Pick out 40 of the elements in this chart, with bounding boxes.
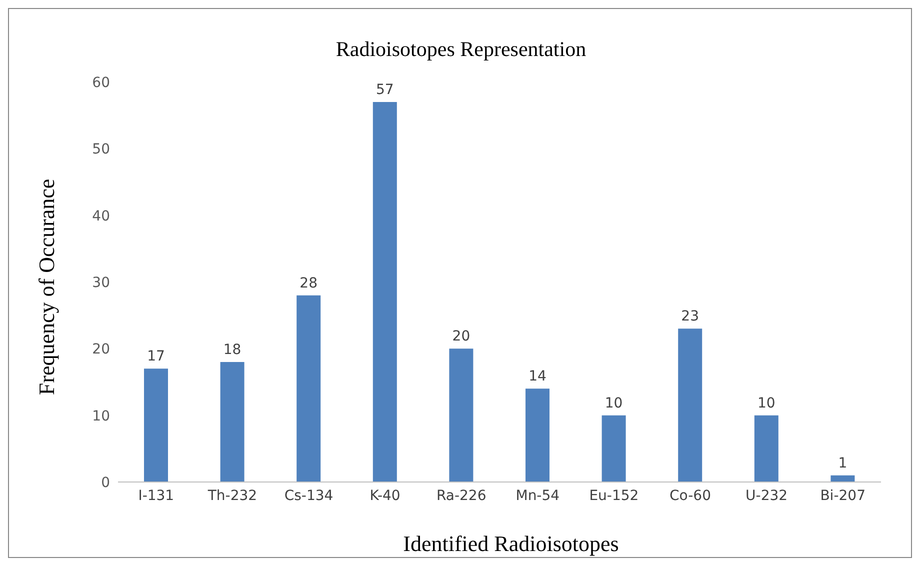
y-tick-label: 40 (92, 208, 110, 224)
data-label: 1 (838, 455, 848, 472)
data-label: 14 (528, 368, 546, 385)
bar (372, 102, 397, 482)
y-tick-label: 0 (101, 474, 110, 491)
y-axis-title: Frequency of Occurance (34, 178, 60, 396)
bar (678, 328, 702, 482)
x-tick-label: I-131 (138, 488, 174, 504)
bar (449, 348, 474, 482)
y-tick-label: 50 (92, 142, 110, 158)
bar (144, 368, 168, 482)
x-tick-label: Bi-207 (820, 488, 866, 504)
x-tick-label: Th-232 (206, 488, 258, 504)
x-tick-label: Eu-152 (589, 488, 639, 504)
x-tick-label: U-232 (746, 488, 788, 504)
bar (296, 295, 321, 482)
chart-title: Radioisotopes Representation (334, 37, 588, 62)
data-label: 23 (681, 308, 700, 325)
bar (526, 388, 550, 482)
data-label: 20 (452, 328, 470, 345)
y-tick-label: 60 (92, 74, 110, 91)
bar (830, 475, 855, 482)
x-tick-label: Cs-134 (284, 488, 334, 504)
y-tick-label: 30 (92, 274, 110, 291)
x-tick-label: Ra-226 (436, 488, 486, 504)
x-tick-label: K-40 (370, 488, 400, 504)
data-label: 28 (300, 275, 318, 292)
data-label: 57 (376, 82, 394, 98)
y-tick-label: 20 (92, 342, 110, 358)
data-label: 10 (604, 395, 623, 412)
bar (220, 362, 244, 482)
bar (754, 415, 778, 482)
bar (602, 415, 626, 482)
y-tick-label: 10 (92, 408, 110, 424)
data-label: 17 (147, 348, 165, 365)
data-label: 18 (223, 342, 242, 358)
x-axis-title: Identified Radioisotopes (402, 531, 620, 557)
x-tick-label: Co-60 (670, 488, 711, 504)
x-tick-label: Mn-54 (516, 488, 560, 504)
data-label: 10 (757, 395, 776, 412)
